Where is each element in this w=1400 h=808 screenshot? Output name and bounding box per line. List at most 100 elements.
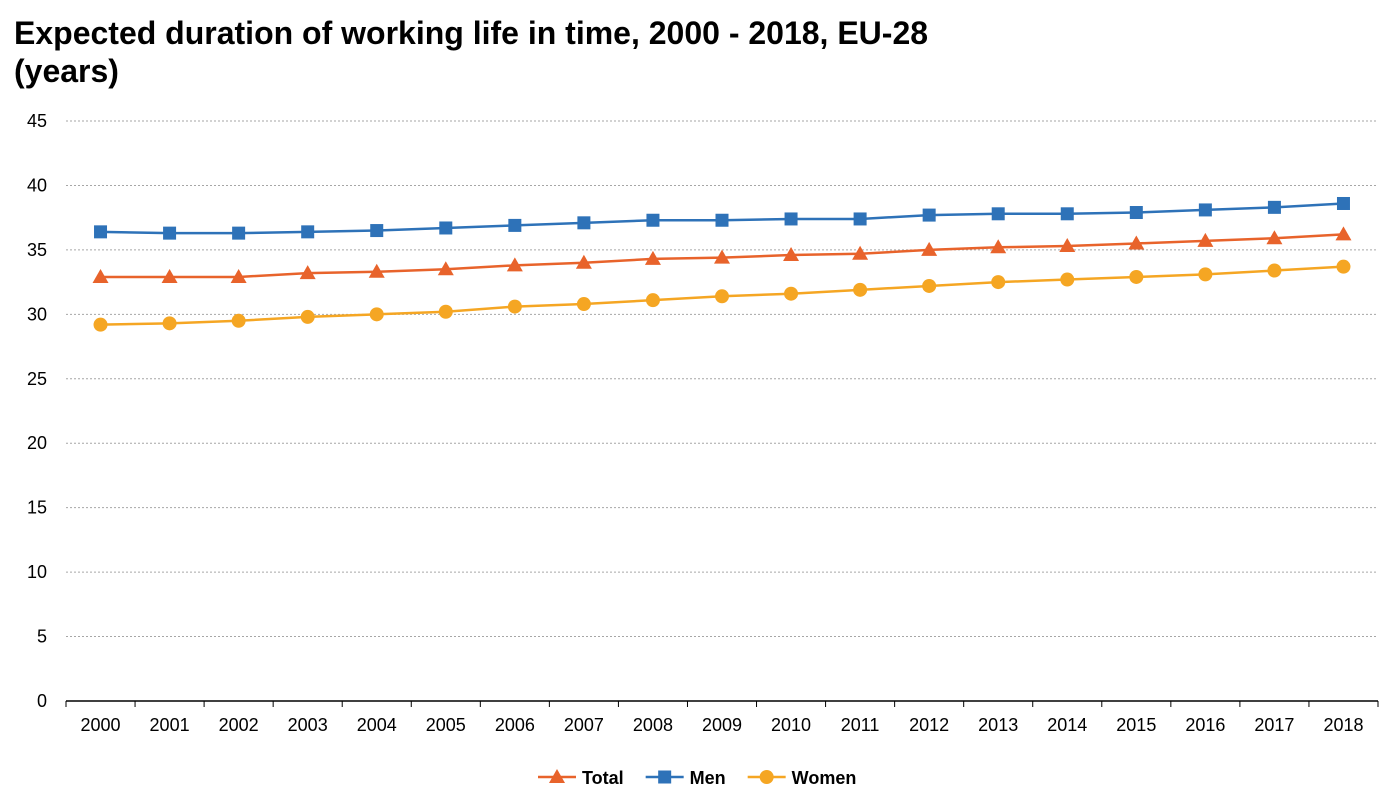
x-tick-label: 2004 <box>357 715 397 735</box>
legend-marker-women <box>759 770 774 784</box>
data-point-total <box>714 249 730 264</box>
data-point-total <box>921 241 938 256</box>
y-tick-label: 20 <box>27 433 47 453</box>
x-tick-label: 2011 <box>841 715 880 735</box>
data-point-women <box>231 313 246 328</box>
y-tick-label: 10 <box>27 562 47 582</box>
data-point-total <box>1266 230 1283 245</box>
data-point-men <box>163 226 177 240</box>
data-point-women <box>784 286 799 301</box>
chart-title-line-1: Expected duration of working life in tim… <box>14 15 929 51</box>
data-point-total <box>368 263 385 278</box>
data-point-men <box>439 221 453 235</box>
data-point-women <box>853 282 868 297</box>
x-tick-label: 2002 <box>219 715 259 735</box>
data-point-women <box>507 299 522 314</box>
x-tick-label: 2003 <box>288 715 328 735</box>
chart-title-line-2: (years) <box>14 53 119 89</box>
x-tick-label: 2010 <box>771 715 811 735</box>
data-point-total <box>506 257 523 272</box>
legend-marker-men <box>658 770 672 784</box>
data-point-men <box>715 213 729 227</box>
data-point-men <box>1060 207 1074 221</box>
axes: 0 5 10 15 20 25 30 35 40 45 2000 2001 2002 2003 2004 20… <box>27 111 1379 735</box>
data-point-women <box>162 316 177 331</box>
data-point-men <box>232 226 246 240</box>
data-point-women <box>438 304 453 319</box>
data-point-total <box>575 254 592 269</box>
data-point-men <box>646 213 660 227</box>
data-point-total <box>644 250 661 265</box>
y-tick-label: 40 <box>27 175 47 195</box>
data-point-women <box>1198 267 1213 282</box>
data-point-men <box>577 216 591 230</box>
x-tick-label: 2000 <box>81 715 121 735</box>
data-point-women <box>1060 272 1075 287</box>
data-point-women <box>645 293 660 308</box>
x-tick-label: 2005 <box>426 715 466 735</box>
data-point-total <box>852 245 869 260</box>
data-point-total <box>299 265 316 280</box>
legend-label-total: Total <box>582 768 624 788</box>
data-point-total <box>161 268 178 283</box>
legend-item-total: Total <box>538 768 624 788</box>
legend: Total Men Women <box>538 768 856 788</box>
y-tick-label: 15 <box>27 498 47 518</box>
x-tick-label: 2008 <box>633 715 673 735</box>
data-point-total <box>1197 232 1214 247</box>
data-point-total <box>1128 235 1145 250</box>
x-tick-label: 2007 <box>564 715 604 735</box>
data-point-total <box>437 261 454 276</box>
data-point-total <box>1059 238 1076 253</box>
data-point-women <box>991 275 1006 290</box>
x-tick-label: 2014 <box>1047 715 1087 735</box>
data-point-men <box>301 225 315 239</box>
x-tick-label: 2006 <box>495 715 535 735</box>
data-point-men <box>1336 196 1350 210</box>
series-lines <box>92 196 1352 332</box>
x-tick-label: 2001 <box>150 715 190 735</box>
legend-item-women: Women <box>747 768 857 788</box>
y-tick-label: 30 <box>27 304 47 324</box>
x-tick-label: 2009 <box>702 715 742 735</box>
legend-label-women: Women <box>792 768 857 788</box>
x-tick-label: 2016 <box>1185 715 1225 735</box>
data-point-women <box>93 317 108 332</box>
x-tick-label: 2015 <box>1116 715 1156 735</box>
data-point-women <box>369 307 384 322</box>
legend-item-men: Men <box>645 768 726 788</box>
data-point-women <box>1267 263 1282 278</box>
y-tick-label: 0 <box>37 691 47 711</box>
gridlines <box>66 120 1378 638</box>
data-point-men <box>1267 200 1281 214</box>
data-point-men <box>508 218 522 232</box>
x-tick-label: 2013 <box>978 715 1018 735</box>
data-point-women <box>715 289 729 304</box>
data-point-men <box>853 212 867 226</box>
x-tick-label: 2012 <box>909 715 949 735</box>
data-point-men <box>94 225 108 239</box>
data-point-total <box>92 268 109 283</box>
data-point-men <box>784 212 798 226</box>
series-men <box>94 196 1350 240</box>
y-tick-label: 45 <box>27 111 47 131</box>
data-point-total <box>1335 226 1352 241</box>
y-tick-label: 25 <box>27 369 47 389</box>
legend-marker-total <box>549 769 565 783</box>
data-point-women <box>1336 259 1351 274</box>
data-point-men <box>1129 206 1143 220</box>
x-tick-label: 2018 <box>1323 715 1363 735</box>
series-total <box>92 226 1352 283</box>
data-point-men <box>370 224 384 238</box>
y-tick-label: 35 <box>27 240 47 260</box>
legend-label-men: Men <box>690 768 726 788</box>
data-point-women <box>576 297 591 312</box>
data-point-women <box>300 309 315 324</box>
series-women <box>93 259 1351 332</box>
data-point-women <box>1129 269 1144 284</box>
x-tick-label: 2017 <box>1254 715 1294 735</box>
data-point-women <box>922 278 937 293</box>
data-point-total <box>230 268 247 283</box>
data-point-men <box>991 207 1005 221</box>
